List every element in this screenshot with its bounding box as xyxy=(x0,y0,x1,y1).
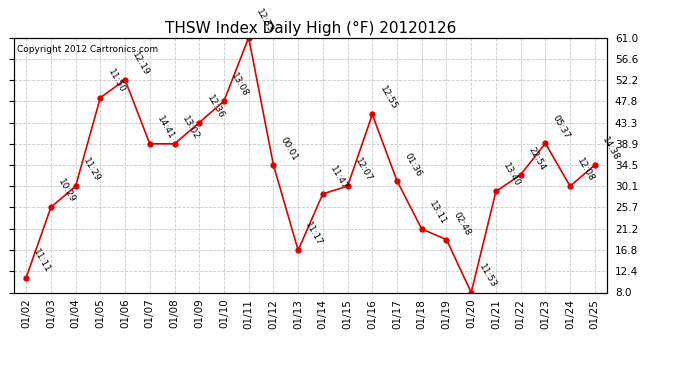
Text: 12:33: 12:33 xyxy=(254,8,275,35)
Text: 10:29: 10:29 xyxy=(57,178,77,204)
Text: 13:08: 13:08 xyxy=(230,71,250,98)
Text: 13:11: 13:11 xyxy=(427,199,448,226)
Text: 00:01: 00:01 xyxy=(279,135,299,162)
Text: 11:53: 11:53 xyxy=(477,263,497,290)
Text: 02:48: 02:48 xyxy=(452,210,473,237)
Text: 13:02: 13:02 xyxy=(180,114,201,141)
Text: 12:36: 12:36 xyxy=(205,93,226,120)
Text: 05:37: 05:37 xyxy=(551,114,572,141)
Text: 11:29: 11:29 xyxy=(81,157,102,183)
Text: 12:07: 12:07 xyxy=(353,157,374,183)
Text: Copyright 2012 Cartronics.com: Copyright 2012 Cartronics.com xyxy=(17,45,158,54)
Text: 12:19: 12:19 xyxy=(130,50,151,77)
Text: 22:54: 22:54 xyxy=(526,145,546,172)
Text: 11:47: 11:47 xyxy=(328,164,349,191)
Title: THSW Index Daily High (°F) 20120126: THSW Index Daily High (°F) 20120126 xyxy=(165,21,456,36)
Text: 11:11: 11:11 xyxy=(32,248,52,275)
Text: 13:40: 13:40 xyxy=(502,162,522,189)
Text: 12:55: 12:55 xyxy=(378,85,399,112)
Text: 12:08: 12:08 xyxy=(575,157,596,183)
Text: 14:41: 14:41 xyxy=(155,114,176,141)
Text: 11:17: 11:17 xyxy=(304,220,324,248)
Text: 01:36: 01:36 xyxy=(402,151,424,178)
Text: 11:50: 11:50 xyxy=(106,68,127,95)
Text: 14:38: 14:38 xyxy=(600,135,621,162)
